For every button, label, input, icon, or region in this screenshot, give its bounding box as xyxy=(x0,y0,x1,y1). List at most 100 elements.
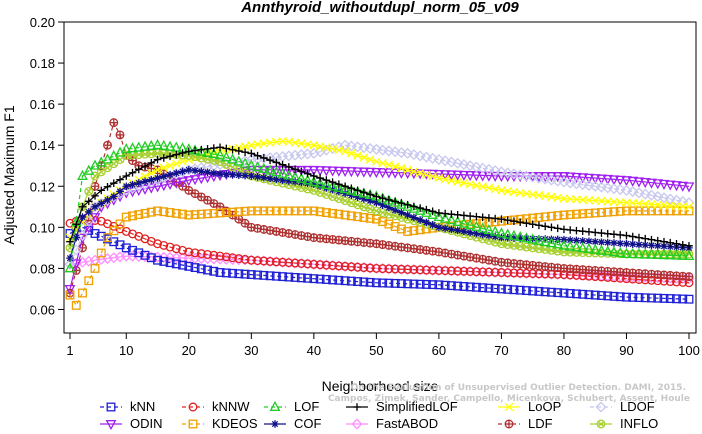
data-point xyxy=(241,171,249,180)
data-point xyxy=(71,300,81,310)
data-point xyxy=(329,193,336,200)
data-point xyxy=(496,268,506,277)
data-point xyxy=(502,167,514,179)
data-point xyxy=(152,139,163,150)
data-point xyxy=(484,267,494,277)
data-point xyxy=(397,199,406,207)
data-point xyxy=(558,239,570,250)
data-point xyxy=(428,207,437,216)
data-point xyxy=(509,285,519,295)
data-point xyxy=(178,167,187,176)
data-point xyxy=(639,178,651,189)
data-point xyxy=(384,264,394,274)
data-point xyxy=(614,247,626,258)
legend-label: ODIN xyxy=(130,416,163,431)
data-point xyxy=(572,209,581,219)
series-layer xyxy=(64,118,695,310)
legend-label: INFLO xyxy=(620,416,658,431)
data-point xyxy=(106,402,116,412)
data-point xyxy=(222,170,231,179)
data-point xyxy=(284,272,294,282)
data-point xyxy=(433,154,445,166)
data-point xyxy=(346,276,356,286)
data-point xyxy=(316,189,324,196)
data-point xyxy=(196,264,206,274)
data-point xyxy=(597,208,606,217)
y-tick-label: 0.16 xyxy=(30,97,55,112)
data-point xyxy=(615,292,625,302)
data-point xyxy=(103,233,112,243)
data-point xyxy=(234,269,244,279)
data-point xyxy=(228,207,238,217)
data-point xyxy=(353,262,363,272)
data-point xyxy=(608,183,620,195)
data-point xyxy=(464,160,476,172)
data-point xyxy=(202,146,213,157)
data-point xyxy=(272,175,281,184)
data-point xyxy=(339,139,351,151)
data-point xyxy=(492,238,499,246)
data-point xyxy=(603,207,613,217)
data-point xyxy=(596,174,607,185)
data-point xyxy=(384,278,394,288)
data-point xyxy=(365,277,375,287)
data-point xyxy=(90,171,100,181)
data-point xyxy=(628,206,638,216)
data-point xyxy=(116,131,124,139)
data-point xyxy=(190,248,200,258)
data-point xyxy=(517,243,524,250)
data-point xyxy=(641,241,650,249)
data-point xyxy=(277,167,288,178)
data-point xyxy=(165,242,175,252)
data-point xyxy=(341,197,349,204)
data-point xyxy=(602,182,614,194)
data-point xyxy=(105,420,117,431)
data-point xyxy=(529,244,536,251)
data-point xyxy=(633,177,645,188)
data-point xyxy=(191,146,199,155)
data-point xyxy=(371,278,381,288)
data-point xyxy=(172,159,181,168)
data-point xyxy=(140,208,150,218)
data-point xyxy=(123,152,130,159)
data-point xyxy=(572,289,581,299)
data-point xyxy=(285,177,293,185)
data-point xyxy=(171,259,181,269)
data-point xyxy=(284,206,294,216)
data-point xyxy=(535,245,543,252)
data-point xyxy=(172,150,181,159)
data-point xyxy=(115,240,125,250)
data-point xyxy=(339,166,351,178)
data-point xyxy=(290,206,300,216)
data-point xyxy=(658,192,670,204)
data-point xyxy=(360,203,367,210)
data-point xyxy=(414,150,426,162)
data-point xyxy=(265,271,275,281)
data-point xyxy=(660,237,668,246)
data-point xyxy=(316,174,324,182)
data-point xyxy=(384,160,394,170)
data-point xyxy=(146,253,156,263)
y-tick-label: 0.08 xyxy=(30,261,55,276)
data-point xyxy=(153,239,162,249)
data-point xyxy=(116,187,124,196)
data-point xyxy=(314,166,326,177)
data-point xyxy=(477,222,489,233)
data-point xyxy=(216,143,224,152)
data-point xyxy=(490,267,500,277)
data-point xyxy=(415,168,425,178)
data-point xyxy=(365,263,375,273)
data-point xyxy=(334,209,344,219)
data-point xyxy=(496,172,507,183)
data-point xyxy=(504,241,511,248)
data-point xyxy=(515,285,525,295)
data-point xyxy=(209,208,219,218)
data-point xyxy=(621,176,632,187)
data-point xyxy=(139,184,151,195)
data-point xyxy=(234,207,244,217)
x-tick-label: 70 xyxy=(494,343,508,358)
data-point xyxy=(159,207,169,217)
data-point xyxy=(296,206,306,216)
data-point xyxy=(364,167,376,178)
data-point xyxy=(452,215,464,226)
